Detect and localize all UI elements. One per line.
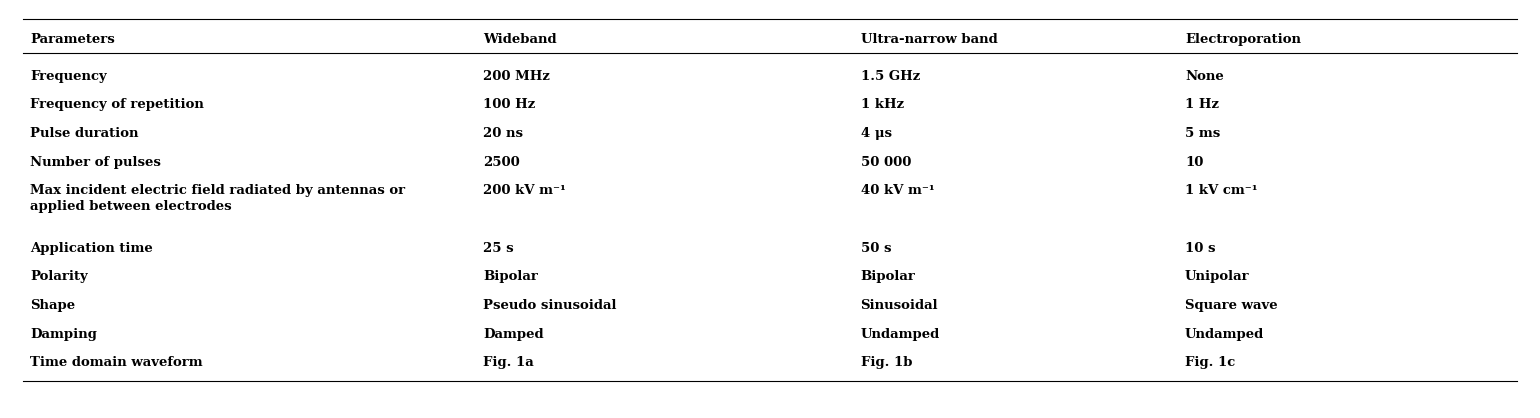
Text: Max incident electric field radiated by antennas or
applied between electrodes: Max incident electric field radiated by … (31, 184, 405, 214)
Text: Electroporation: Electroporation (1186, 33, 1301, 46)
Text: Sinusoidal: Sinusoidal (861, 299, 938, 312)
Text: Time domain waveform: Time domain waveform (31, 357, 203, 370)
Text: Polarity: Polarity (31, 270, 88, 283)
Text: 100 Hz: 100 Hz (484, 98, 536, 112)
Text: Frequency: Frequency (31, 70, 108, 83)
Text: Bipolar: Bipolar (861, 270, 915, 283)
Text: Damping: Damping (31, 328, 97, 341)
Text: 1 kHz: 1 kHz (861, 98, 904, 112)
Text: 25 s: 25 s (484, 242, 514, 255)
Text: Bipolar: Bipolar (484, 270, 537, 283)
Text: 5 ms: 5 ms (1186, 127, 1220, 140)
Text: 50 s: 50 s (861, 242, 892, 255)
Text: 1 Hz: 1 Hz (1186, 98, 1220, 112)
Text: Damped: Damped (484, 328, 544, 341)
Text: Fig. 1a: Fig. 1a (484, 357, 534, 370)
Text: 200 MHz: 200 MHz (484, 70, 550, 83)
Text: Shape: Shape (31, 299, 75, 312)
Text: Fig. 1b: Fig. 1b (861, 357, 912, 370)
Text: Unipolar: Unipolar (1186, 270, 1249, 283)
Text: 4 μs: 4 μs (861, 127, 892, 140)
Text: Frequency of repetition: Frequency of repetition (31, 98, 205, 112)
Text: Application time: Application time (31, 242, 154, 255)
Text: Ultra-narrow band: Ultra-narrow band (861, 33, 998, 46)
Text: 200 kV m⁻¹: 200 kV m⁻¹ (484, 184, 567, 197)
Text: Square wave: Square wave (1186, 299, 1278, 312)
Text: 1 kV cm⁻¹: 1 kV cm⁻¹ (1186, 184, 1258, 197)
Text: Fig. 1c: Fig. 1c (1186, 357, 1235, 370)
Text: Pulse duration: Pulse duration (31, 127, 139, 140)
Text: 50 000: 50 000 (861, 156, 912, 169)
Text: Undamped: Undamped (861, 328, 939, 341)
Text: Undamped: Undamped (1186, 328, 1264, 341)
Text: 10: 10 (1186, 156, 1203, 169)
Text: None: None (1186, 70, 1224, 83)
Text: 40 kV m⁻¹: 40 kV m⁻¹ (861, 184, 935, 197)
Text: 10 s: 10 s (1186, 242, 1215, 255)
Text: Pseudo sinusoidal: Pseudo sinusoidal (484, 299, 616, 312)
Text: 1.5 GHz: 1.5 GHz (861, 70, 919, 83)
Text: Number of pulses: Number of pulses (31, 156, 162, 169)
Text: Wideband: Wideband (484, 33, 557, 46)
Text: Parameters: Parameters (31, 33, 115, 46)
Text: 20 ns: 20 ns (484, 127, 524, 140)
Text: 2500: 2500 (484, 156, 521, 169)
